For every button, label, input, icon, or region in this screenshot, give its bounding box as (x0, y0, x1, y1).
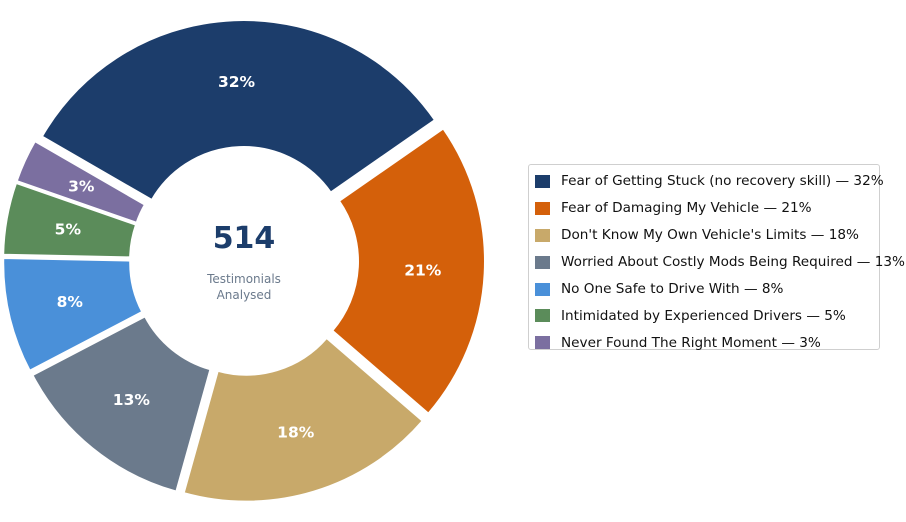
legend-swatch (535, 255, 550, 269)
donut-chart: 32% 21% 18% 13% 8% 5% 3% 514 Testimonials Anal… (2, 19, 486, 503)
slice-value-label: 13% (113, 391, 151, 409)
legend-item: Intimidated by Experienced Drivers — 5% (535, 302, 879, 329)
slice-labels: 32% 21% 18% 13% 8% 5% 3% (55, 73, 442, 441)
chart-legend: Fear of Getting Stuck (no recovery skill… (528, 164, 905, 351)
donut-slice (2, 181, 138, 259)
legend-label: No One Safe to Drive With — 8% (561, 281, 784, 297)
legend-swatch (535, 201, 550, 215)
legend-label: Never Found The Right Moment — 3% (561, 334, 821, 351)
donut-slice (2, 256, 144, 373)
center-caption-line-2: Analysed (217, 288, 272, 302)
slice-value-label: 32% (218, 73, 256, 91)
slice-value-label: 3% (68, 177, 95, 195)
slice-value-label: 18% (277, 423, 315, 441)
slice-value-label: 5% (55, 220, 82, 238)
center-caption-line-1: Testimonials (206, 272, 281, 286)
legend-swatch (535, 174, 550, 188)
legend-item: No One Safe to Drive With — 8% (535, 276, 879, 303)
legend-swatch (535, 336, 550, 350)
legend-label: Fear of Getting Stuck (no recovery skill… (561, 173, 884, 190)
legend-item: Worried About Costly Mods Being Required… (535, 249, 905, 276)
legend-label: Don't Know My Own Vehicle's Limits — 18% (561, 227, 859, 244)
legend-label: Fear of Damaging My Vehicle — 21% (561, 200, 812, 217)
legend-item: Fear of Damaging My Vehicle — 21% (535, 195, 879, 222)
legend-swatch (535, 228, 550, 242)
donut-slices (2, 19, 486, 503)
legend-label: Intimidated by Experienced Drivers — 5% (561, 307, 846, 324)
donut-slice (40, 19, 437, 202)
slice-value-label: 8% (57, 293, 84, 311)
donut-slice (182, 336, 425, 503)
donut-slice (31, 314, 212, 493)
legend-item: Fear of Getting Stuck (no recovery skill… (535, 168, 884, 195)
legend-swatch (535, 309, 550, 323)
legend-item: Never Found The Right Moment — 3% (535, 329, 879, 356)
legend-item: Don't Know My Own Vehicle's Limits — 18% (535, 222, 879, 249)
legend-swatch (535, 282, 550, 296)
legend-label: Worried About Costly Mods Being Required… (561, 254, 905, 271)
center-total: 514 (213, 221, 276, 256)
slice-value-label: 21% (404, 261, 442, 279)
donut-slice (15, 139, 147, 225)
donut-slice (330, 127, 486, 416)
